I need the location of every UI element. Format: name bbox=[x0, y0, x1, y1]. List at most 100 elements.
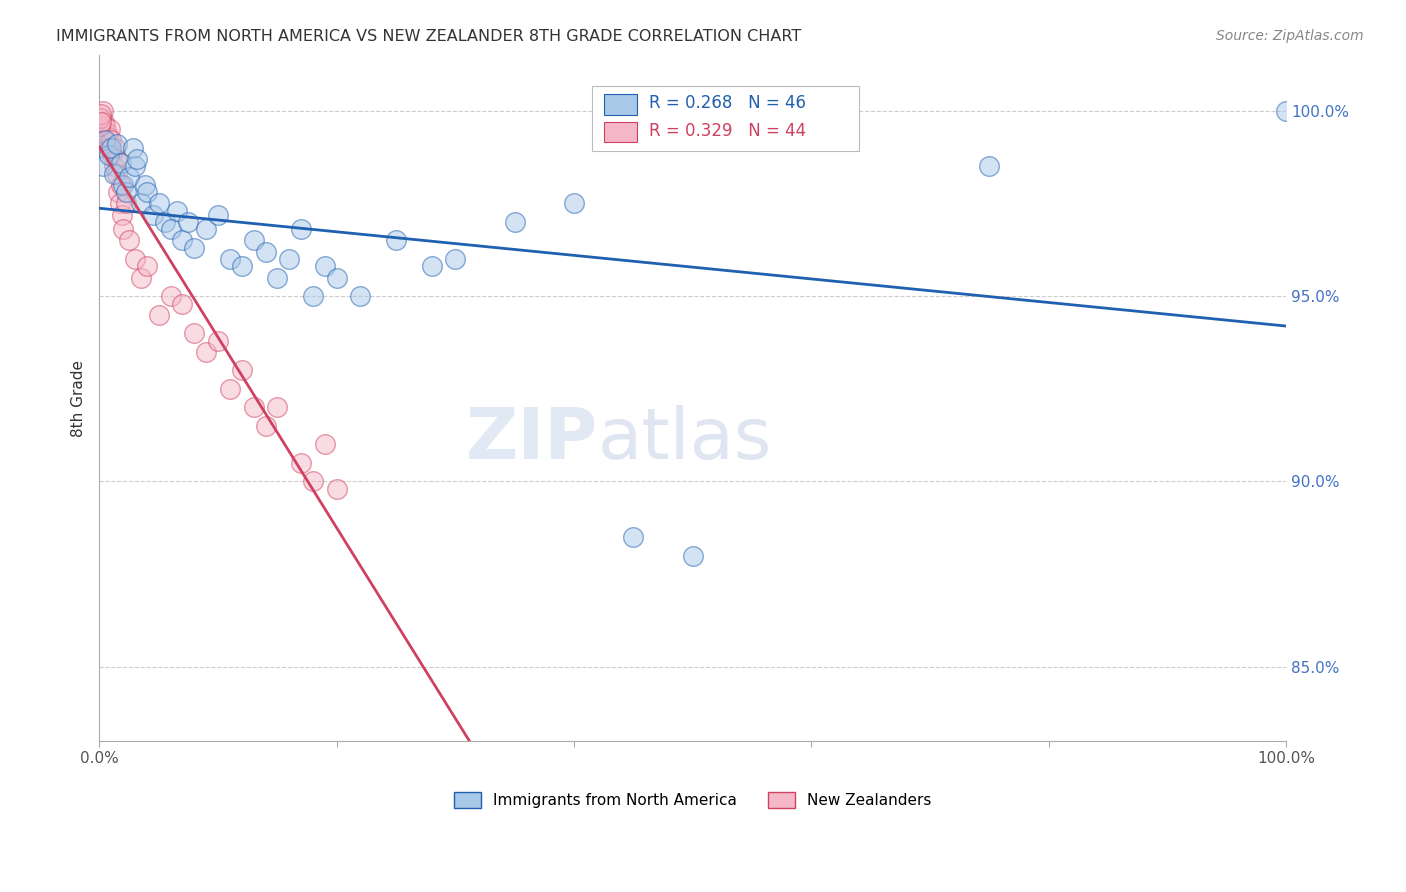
Point bbox=[118, 170, 141, 185]
Point bbox=[110, 155, 132, 169]
Point bbox=[207, 208, 229, 222]
Point bbox=[105, 137, 128, 152]
Point bbox=[302, 289, 325, 303]
Point bbox=[195, 222, 218, 236]
Point bbox=[103, 159, 125, 173]
Point bbox=[96, 126, 118, 140]
Point bbox=[91, 159, 114, 173]
Point bbox=[91, 103, 114, 118]
Point bbox=[129, 270, 152, 285]
Text: Source: ZipAtlas.com: Source: ZipAtlas.com bbox=[1216, 29, 1364, 43]
Point bbox=[90, 115, 112, 129]
Point bbox=[314, 437, 336, 451]
Point bbox=[105, 152, 128, 166]
Point bbox=[101, 148, 124, 162]
Point bbox=[326, 482, 349, 496]
FancyBboxPatch shape bbox=[603, 95, 637, 115]
Point bbox=[105, 167, 128, 181]
Point bbox=[94, 133, 117, 147]
Point bbox=[124, 159, 146, 173]
Point bbox=[112, 178, 135, 192]
Point bbox=[385, 234, 408, 248]
Point bbox=[979, 159, 1001, 173]
Point bbox=[93, 115, 115, 129]
Point bbox=[98, 122, 121, 136]
Point bbox=[97, 141, 120, 155]
Point bbox=[172, 234, 194, 248]
Point bbox=[420, 260, 443, 274]
Point bbox=[172, 296, 194, 310]
Point bbox=[231, 260, 253, 274]
Point bbox=[90, 107, 112, 121]
Point bbox=[231, 363, 253, 377]
Point bbox=[302, 475, 325, 489]
Point bbox=[100, 141, 122, 155]
Text: atlas: atlas bbox=[598, 405, 772, 474]
Point bbox=[1275, 103, 1298, 118]
Text: IMMIGRANTS FROM NORTH AMERICA VS NEW ZEALANDER 8TH GRADE CORRELATION CHART: IMMIGRANTS FROM NORTH AMERICA VS NEW ZEA… bbox=[56, 29, 801, 44]
Point bbox=[254, 244, 277, 259]
Point bbox=[166, 203, 188, 218]
Point bbox=[242, 234, 264, 248]
Point bbox=[129, 196, 152, 211]
Text: R = 0.268   N = 46: R = 0.268 N = 46 bbox=[648, 95, 806, 112]
Point bbox=[183, 241, 205, 255]
Point bbox=[127, 152, 149, 166]
Point bbox=[103, 167, 125, 181]
Point bbox=[97, 129, 120, 144]
Y-axis label: 8th Grade: 8th Grade bbox=[72, 359, 86, 436]
Point bbox=[94, 119, 117, 133]
Point bbox=[112, 222, 135, 236]
Point bbox=[104, 141, 127, 155]
Legend: Immigrants from North America, New Zealanders: Immigrants from North America, New Zeala… bbox=[447, 786, 938, 814]
Point bbox=[148, 196, 170, 211]
Point bbox=[314, 260, 336, 274]
Point bbox=[153, 215, 176, 229]
Point bbox=[159, 222, 181, 236]
Point bbox=[177, 215, 200, 229]
Text: R = 0.329   N = 44: R = 0.329 N = 44 bbox=[648, 121, 806, 139]
Point bbox=[135, 186, 157, 200]
Point bbox=[290, 456, 312, 470]
Point bbox=[159, 289, 181, 303]
Text: ZIP: ZIP bbox=[465, 405, 598, 474]
Point bbox=[89, 119, 111, 133]
Point bbox=[118, 234, 141, 248]
Point bbox=[444, 252, 467, 266]
Point bbox=[183, 326, 205, 341]
Point bbox=[90, 122, 112, 136]
FancyBboxPatch shape bbox=[603, 121, 637, 142]
Point bbox=[242, 401, 264, 415]
Point bbox=[135, 260, 157, 274]
Point bbox=[97, 148, 120, 162]
Point bbox=[349, 289, 371, 303]
Point bbox=[207, 334, 229, 348]
Point bbox=[326, 270, 349, 285]
Point bbox=[107, 186, 129, 200]
Point bbox=[195, 344, 218, 359]
Point bbox=[114, 196, 136, 211]
Point bbox=[121, 141, 143, 155]
Point bbox=[90, 111, 112, 125]
Point bbox=[148, 308, 170, 322]
Point bbox=[219, 382, 242, 396]
Point bbox=[100, 133, 122, 147]
Point bbox=[290, 222, 312, 236]
Point bbox=[278, 252, 301, 266]
Point bbox=[89, 111, 111, 125]
Point bbox=[254, 418, 277, 433]
Point bbox=[266, 401, 288, 415]
Point bbox=[621, 530, 644, 544]
FancyBboxPatch shape bbox=[592, 86, 859, 151]
Point bbox=[108, 196, 131, 211]
Point bbox=[219, 252, 242, 266]
Point bbox=[562, 196, 585, 211]
Point bbox=[682, 549, 704, 563]
Point bbox=[503, 215, 526, 229]
Point bbox=[142, 208, 165, 222]
Point bbox=[124, 252, 146, 266]
Point bbox=[266, 270, 288, 285]
Point bbox=[110, 178, 132, 192]
Point bbox=[114, 186, 136, 200]
Point bbox=[134, 178, 156, 192]
